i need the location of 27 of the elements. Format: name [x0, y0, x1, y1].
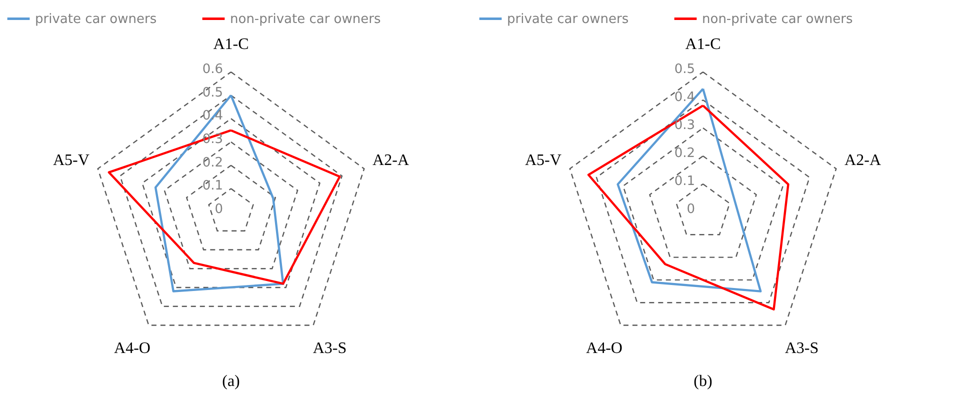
spoke-label: A3-S — [784, 340, 819, 357]
spoke-label: A1-C — [213, 36, 249, 53]
y-tick-label: 0.3 — [674, 118, 695, 133]
spoke-label: A5-V — [525, 152, 562, 170]
y-tick-label: 0.5 — [674, 62, 695, 77]
legend-label: non-private car owners — [230, 12, 381, 27]
y-tick-label: 0 — [214, 202, 223, 217]
y-tick-label: 0.2 — [202, 155, 223, 170]
spoke-label: A4-O — [586, 340, 622, 357]
y-tick-label: 0.1 — [202, 178, 223, 194]
y-tick-label: 0.5 — [202, 85, 223, 100]
spoke-label: A5-V — [53, 152, 90, 170]
y-tick-label: 0 — [686, 202, 695, 217]
spoke-label: A3-S — [312, 340, 347, 357]
spoke-label: A2-A — [844, 152, 882, 170]
y-tick-label: 0.2 — [674, 146, 695, 161]
y-tick-label: 0.1 — [674, 174, 695, 189]
spoke-label: A2-A — [372, 152, 410, 170]
y-tick-label: 0.6 — [202, 62, 223, 77]
text: (b) — [694, 372, 712, 390]
legend-label: non-private car owners — [702, 12, 853, 27]
spoke-label: A4-O — [114, 340, 150, 357]
spoke-label: A1-C — [685, 36, 721, 53]
y-tick-label: 0.4 — [674, 90, 695, 105]
text: (a) — [222, 372, 240, 390]
legend-label: private car owners — [507, 12, 629, 27]
legend-label: private car owners — [35, 12, 157, 27]
